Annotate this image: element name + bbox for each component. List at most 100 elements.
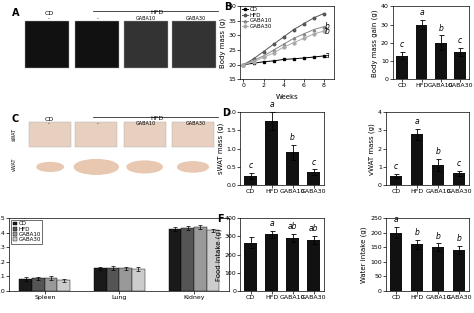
Text: -: -	[48, 121, 50, 126]
Text: c: c	[457, 159, 461, 168]
Bar	[307, 240, 320, 291]
CD	[281, 58, 286, 61]
GABA30	[261, 55, 266, 59]
Y-axis label: Body mass gain (g): Body mass gain (g)	[372, 9, 378, 76]
GABA10	[281, 42, 286, 46]
Text: b: b	[436, 147, 441, 156]
Text: sWAT: sWAT	[12, 127, 17, 141]
GABA30	[311, 32, 317, 36]
HFD	[301, 22, 307, 26]
Text: b: b	[436, 232, 441, 241]
CD	[291, 57, 296, 61]
GABA30	[291, 41, 296, 45]
GABA30	[321, 29, 327, 33]
Bar	[244, 176, 257, 185]
Text: CD: CD	[45, 11, 54, 16]
Text: A: A	[12, 8, 19, 18]
Bar	[172, 122, 214, 147]
GABA30	[281, 45, 286, 49]
Text: b: b	[438, 23, 443, 33]
Bar	[181, 228, 194, 291]
Bar	[432, 247, 445, 291]
Text: b: b	[415, 228, 419, 237]
Text: c: c	[458, 36, 462, 45]
Bar	[244, 243, 257, 291]
Bar	[94, 269, 107, 291]
Text: b: b	[290, 133, 295, 142]
Text: c: c	[311, 157, 316, 167]
Text: HFD: HFD	[150, 116, 164, 121]
HFD	[241, 63, 246, 67]
HFD	[291, 28, 296, 32]
Y-axis label: Body mass (g): Body mass (g)	[219, 18, 226, 68]
GABA30	[251, 60, 256, 64]
Text: a: a	[415, 117, 419, 126]
Bar	[390, 233, 402, 291]
Bar	[124, 122, 165, 147]
Bar	[396, 56, 408, 79]
Circle shape	[178, 162, 209, 172]
Text: c: c	[394, 162, 398, 171]
Text: a: a	[269, 100, 274, 109]
X-axis label: Weeks: Weeks	[276, 94, 299, 100]
CD	[241, 63, 246, 67]
Bar	[390, 176, 402, 185]
GABA10	[301, 32, 307, 36]
Bar	[432, 165, 445, 185]
GABA10	[261, 54, 266, 58]
Bar	[411, 244, 423, 291]
Text: F: F	[217, 214, 224, 224]
CD	[251, 61, 256, 65]
Text: GABA10: GABA10	[136, 17, 156, 22]
Bar	[57, 280, 70, 291]
Bar	[454, 52, 466, 79]
Legend: CD, HFD, GABA10, GABA30: CD, HFD, GABA10, GABA30	[11, 220, 42, 244]
GABA10	[311, 28, 317, 32]
Bar	[453, 173, 465, 185]
Text: c: c	[400, 40, 404, 49]
HFD	[321, 12, 327, 15]
Bar	[124, 21, 168, 68]
HFD	[271, 42, 276, 46]
Legend: CD, HFD, GABA10, GABA30: CD, HFD, GABA10, GABA30	[242, 8, 272, 29]
GABA10	[271, 48, 276, 52]
Text: a: a	[419, 8, 424, 17]
Bar	[453, 250, 465, 291]
Line: GABA10: GABA10	[242, 25, 325, 66]
Bar	[265, 234, 278, 291]
Bar	[169, 229, 181, 291]
Text: B: B	[224, 2, 231, 12]
Bar	[45, 278, 57, 291]
Text: a: a	[325, 51, 330, 60]
Bar	[119, 269, 132, 291]
Circle shape	[74, 160, 118, 174]
Line: GABA30: GABA30	[242, 30, 325, 66]
Y-axis label: sWAT mass (g): sWAT mass (g)	[217, 123, 224, 174]
GABA10	[291, 37, 296, 40]
Bar	[32, 278, 45, 291]
HFD	[251, 57, 256, 61]
Text: -: -	[48, 17, 50, 22]
Text: ab: ab	[309, 224, 319, 233]
Text: D: D	[222, 108, 230, 118]
Text: -: -	[97, 17, 98, 22]
GABA10	[251, 59, 256, 62]
Bar	[207, 230, 219, 291]
Bar	[286, 238, 299, 291]
HFD	[311, 16, 317, 20]
CD	[311, 55, 317, 59]
Bar	[107, 268, 119, 291]
HFD	[281, 35, 286, 39]
Bar	[172, 21, 216, 68]
Text: -: -	[97, 121, 98, 126]
Text: HFD: HFD	[150, 10, 164, 15]
HFD	[261, 50, 266, 54]
Y-axis label: Food intake (g): Food intake (g)	[215, 228, 222, 281]
Y-axis label: vWAT mass (g): vWAT mass (g)	[369, 123, 375, 175]
CD	[321, 54, 327, 58]
Bar	[411, 134, 423, 185]
Text: GABA30: GABA30	[186, 17, 206, 22]
Bar	[265, 121, 278, 185]
Text: b: b	[457, 234, 462, 244]
Bar	[435, 43, 447, 79]
